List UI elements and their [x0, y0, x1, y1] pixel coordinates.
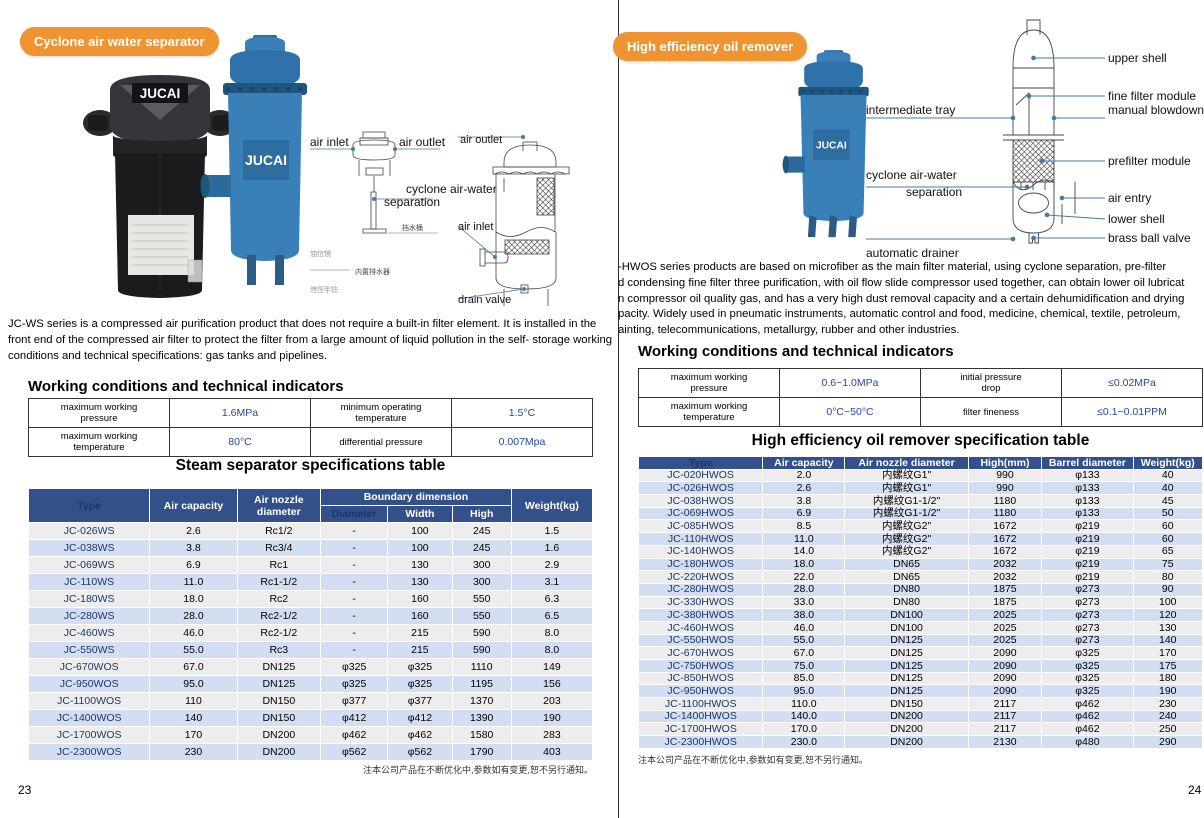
svg-text:挡水桶: 挡水桶 — [402, 223, 423, 232]
svg-text:air inlet: air inlet — [310, 135, 349, 149]
svg-text:manual blowdown valve: manual blowdown valve — [1108, 103, 1204, 117]
svg-text:fine filter module: fine filter module — [1108, 89, 1196, 103]
svg-text:automatic drainer: automatic drainer — [866, 246, 959, 260]
svg-text:air outlet: air outlet — [399, 135, 446, 149]
svg-text:prefilter module: prefilter module — [1108, 154, 1191, 168]
svg-text:upper shell: upper shell — [1108, 51, 1167, 65]
svg-text:drain valve: drain valve — [458, 294, 511, 306]
svg-text:JUCAI: JUCAI — [816, 140, 847, 151]
svg-text:air outlet: air outlet — [460, 134, 502, 146]
svg-text:泄压手捻: 泄压手捻 — [310, 285, 338, 294]
svg-text:separation: separation — [384, 195, 440, 209]
svg-text:separation: separation — [906, 185, 962, 199]
svg-text:JUCAI: JUCAI — [140, 86, 181, 101]
svg-text:JUCAI: JUCAI — [245, 152, 287, 168]
svg-text:内置排水器: 内置排水器 — [355, 267, 390, 276]
svg-text:brass ball valve: brass ball valve — [1108, 231, 1191, 245]
svg-text:lower shell: lower shell — [1108, 212, 1165, 226]
svg-text:cyclone air-water: cyclone air-water — [866, 168, 957, 182]
svg-text:air entry: air entry — [1108, 191, 1151, 205]
svg-text:intermediate tray: intermediate tray — [866, 103, 955, 117]
svg-text:air inlet: air inlet — [458, 221, 493, 233]
svg-text:油位镜: 油位镜 — [310, 249, 331, 258]
